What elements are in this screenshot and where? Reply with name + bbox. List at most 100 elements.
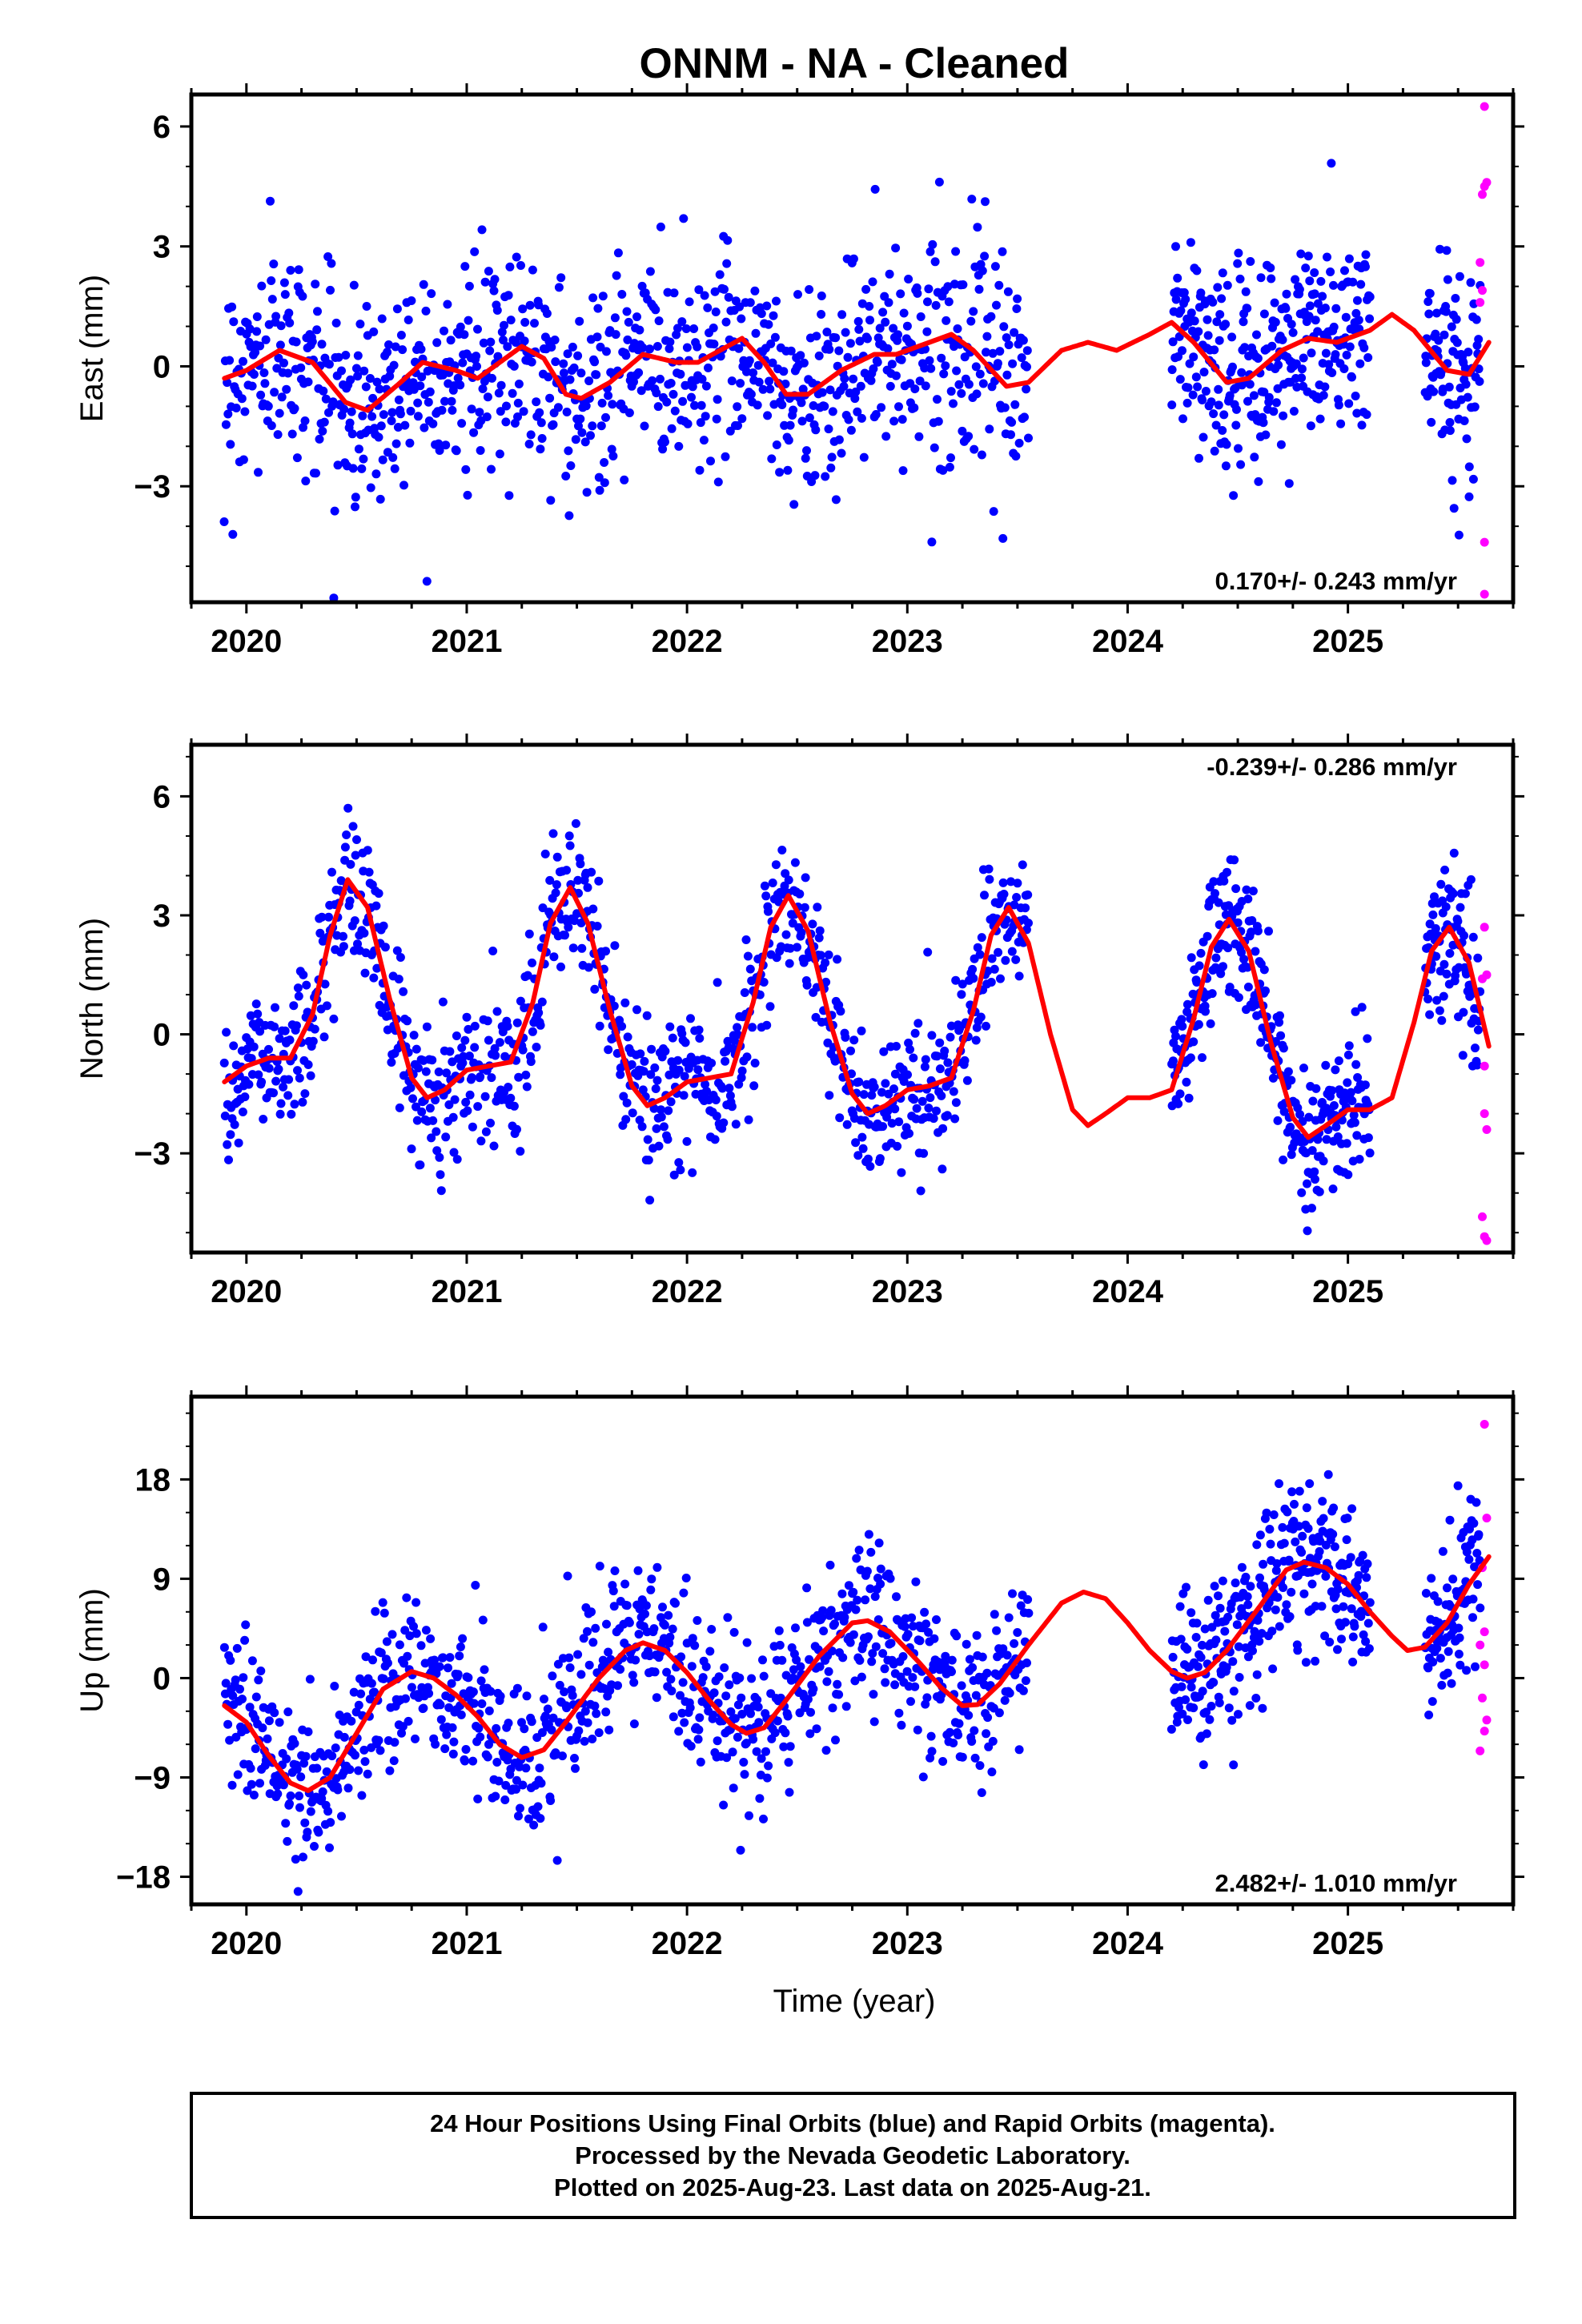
final-point xyxy=(975,369,985,379)
final-point xyxy=(622,1601,632,1610)
final-point xyxy=(1443,1668,1452,1678)
final-point xyxy=(343,1783,353,1793)
final-point xyxy=(540,849,550,858)
final-point xyxy=(563,1571,572,1581)
final-point xyxy=(503,342,512,352)
rapid-point xyxy=(1476,1746,1485,1755)
final-point xyxy=(1210,1582,1219,1591)
final-point xyxy=(416,1641,426,1651)
final-point xyxy=(1297,364,1307,374)
final-point xyxy=(302,980,311,990)
final-point xyxy=(906,1697,915,1707)
final-point xyxy=(299,423,307,432)
final-point xyxy=(759,1671,769,1681)
final-point xyxy=(677,317,687,327)
final-point xyxy=(484,1706,494,1715)
final-point xyxy=(1208,297,1218,307)
final-point xyxy=(455,1651,464,1661)
final-point xyxy=(483,1752,492,1762)
final-point xyxy=(733,1023,742,1032)
final-point xyxy=(622,307,632,316)
final-point xyxy=(676,369,685,379)
final-point xyxy=(221,1679,231,1688)
final-point xyxy=(1196,288,1206,298)
final-point xyxy=(701,1080,710,1089)
final-point xyxy=(943,282,953,292)
final-point xyxy=(1239,317,1248,327)
final-point xyxy=(1279,1107,1289,1116)
final-point xyxy=(405,438,415,448)
final-point xyxy=(405,1631,415,1641)
final-point xyxy=(709,1688,719,1698)
final-point xyxy=(554,283,564,292)
final-point xyxy=(891,243,901,253)
final-point xyxy=(1461,380,1471,389)
final-point xyxy=(1235,274,1245,283)
final-point xyxy=(1443,1583,1452,1593)
final-point xyxy=(520,336,529,346)
final-point xyxy=(275,1718,284,1727)
final-point xyxy=(1005,1688,1014,1698)
final-point xyxy=(266,196,275,206)
final-point xyxy=(856,1565,865,1574)
final-point xyxy=(505,262,515,271)
final-point xyxy=(712,1112,721,1121)
y-tick-label: −3 xyxy=(134,469,171,505)
final-point xyxy=(830,1056,840,1066)
final-point xyxy=(435,1662,444,1671)
chart-title: ONNM - NA - Cleaned xyxy=(640,40,1070,87)
final-point xyxy=(1311,1656,1320,1666)
final-point xyxy=(758,1655,767,1665)
final-point xyxy=(370,1687,379,1697)
final-point xyxy=(687,392,696,402)
final-point xyxy=(499,336,508,345)
final-point xyxy=(737,1693,746,1703)
final-point xyxy=(255,341,265,351)
final-point xyxy=(1337,1634,1346,1644)
final-point xyxy=(1311,1175,1319,1184)
final-point xyxy=(1252,1670,1262,1679)
final-point xyxy=(1266,1539,1275,1549)
final-point xyxy=(831,333,841,343)
final-point xyxy=(881,432,891,441)
final-point xyxy=(406,406,416,416)
final-point xyxy=(446,336,456,345)
final-point xyxy=(1475,376,1484,386)
final-point xyxy=(842,1120,852,1129)
final-point xyxy=(1287,1076,1296,1085)
final-point xyxy=(476,1732,485,1742)
final-point xyxy=(441,1132,451,1142)
final-point xyxy=(1333,1132,1343,1141)
final-point xyxy=(1004,1613,1014,1622)
final-point xyxy=(275,1109,285,1119)
final-point xyxy=(548,1671,557,1681)
final-point xyxy=(982,348,990,357)
final-point xyxy=(1182,398,1192,408)
final-point xyxy=(1290,1499,1299,1509)
final-point xyxy=(922,327,932,336)
final-point xyxy=(1201,1007,1210,1016)
final-point xyxy=(1207,1702,1216,1711)
final-point xyxy=(270,388,279,397)
final-point xyxy=(1251,1694,1261,1703)
final-point xyxy=(464,281,474,291)
final-point xyxy=(474,1723,484,1733)
final-point xyxy=(485,346,495,356)
final-point xyxy=(1449,848,1459,858)
final-point xyxy=(927,1031,937,1040)
final-point xyxy=(1351,308,1361,318)
final-point xyxy=(935,1038,945,1047)
final-point xyxy=(676,1691,685,1700)
final-point xyxy=(1333,1645,1342,1655)
final-point xyxy=(629,377,638,387)
final-point xyxy=(224,1155,233,1164)
final-point xyxy=(949,399,958,408)
final-point xyxy=(845,339,855,348)
final-point xyxy=(456,322,465,332)
final-point xyxy=(934,177,944,187)
final-point xyxy=(357,464,367,473)
final-point xyxy=(946,1032,955,1042)
rapid-point xyxy=(1480,923,1489,932)
y-tick-label: 3 xyxy=(153,899,171,934)
final-point xyxy=(1203,931,1212,941)
